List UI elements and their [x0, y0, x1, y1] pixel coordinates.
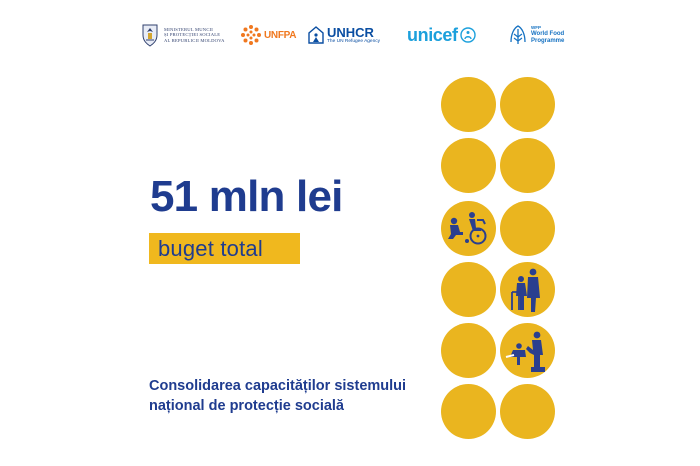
caregiver-walker-circle [500, 262, 555, 317]
ministry-logo-text: MINISTERUL MUNCII ȘI PROTECȚIEI SOCIALE … [164, 26, 225, 43]
decorative-circle [441, 262, 496, 317]
unhcr-shelter-icon [308, 26, 324, 44]
unfpa-logo-text: UNFPA [264, 29, 297, 41]
budget-label-highlight [149, 233, 300, 264]
program-caption: Consolidarea capacităților sistemului na… [149, 378, 407, 414]
decorative-circle [500, 201, 555, 256]
caregiver-walker-icon [511, 268, 540, 312]
budget-amount-heading: 51 mln lei [150, 172, 343, 221]
decorative-circle [441, 77, 496, 132]
partner-logo-bar: MINISTERUL MUNCII ȘI PROTECȚIEI SOCIALE … [0, 0, 700, 70]
budget-label: buget total [158, 236, 263, 261]
decorative-circle [441, 323, 496, 378]
caregiver-wheelchair-circle [441, 201, 496, 256]
wfp-logo-name: World Food Programme [531, 31, 565, 44]
decorative-circle [500, 138, 555, 193]
unhcr-logo-name: UNHCR [327, 24, 374, 40]
wfp-logo-acronym: WFP [531, 25, 541, 30]
decorative-circle [500, 384, 555, 439]
caregiver-wheelchair-icon [448, 212, 487, 245]
caregiver-child-circle [500, 323, 555, 378]
unfpa-logo: UNFPA [240, 18, 300, 52]
unicef-globe-icon [459, 27, 476, 43]
moldova-crest-icon [142, 24, 158, 47]
decorative-circle [500, 77, 555, 132]
unhcr-logo: UNHCR The UN Refugee Agency [308, 18, 388, 52]
wfp-wheat-icon [510, 25, 526, 44]
unicef-logo: unicef [407, 18, 489, 52]
unicef-logo-name: unicef [407, 24, 458, 45]
unfpa-dots-icon [241, 25, 261, 45]
caregiver-child-icon [505, 331, 545, 372]
decorative-circle [441, 384, 496, 439]
unhcr-logo-tagline: The UN Refugee Agency [327, 38, 381, 44]
wfp-logo: WFP World Food Programme [508, 18, 580, 52]
decorative-circle [441, 138, 496, 193]
ministry-logo: MINISTERUL MUNCII ȘI PROTECȚIEI SOCIALE … [140, 18, 232, 52]
